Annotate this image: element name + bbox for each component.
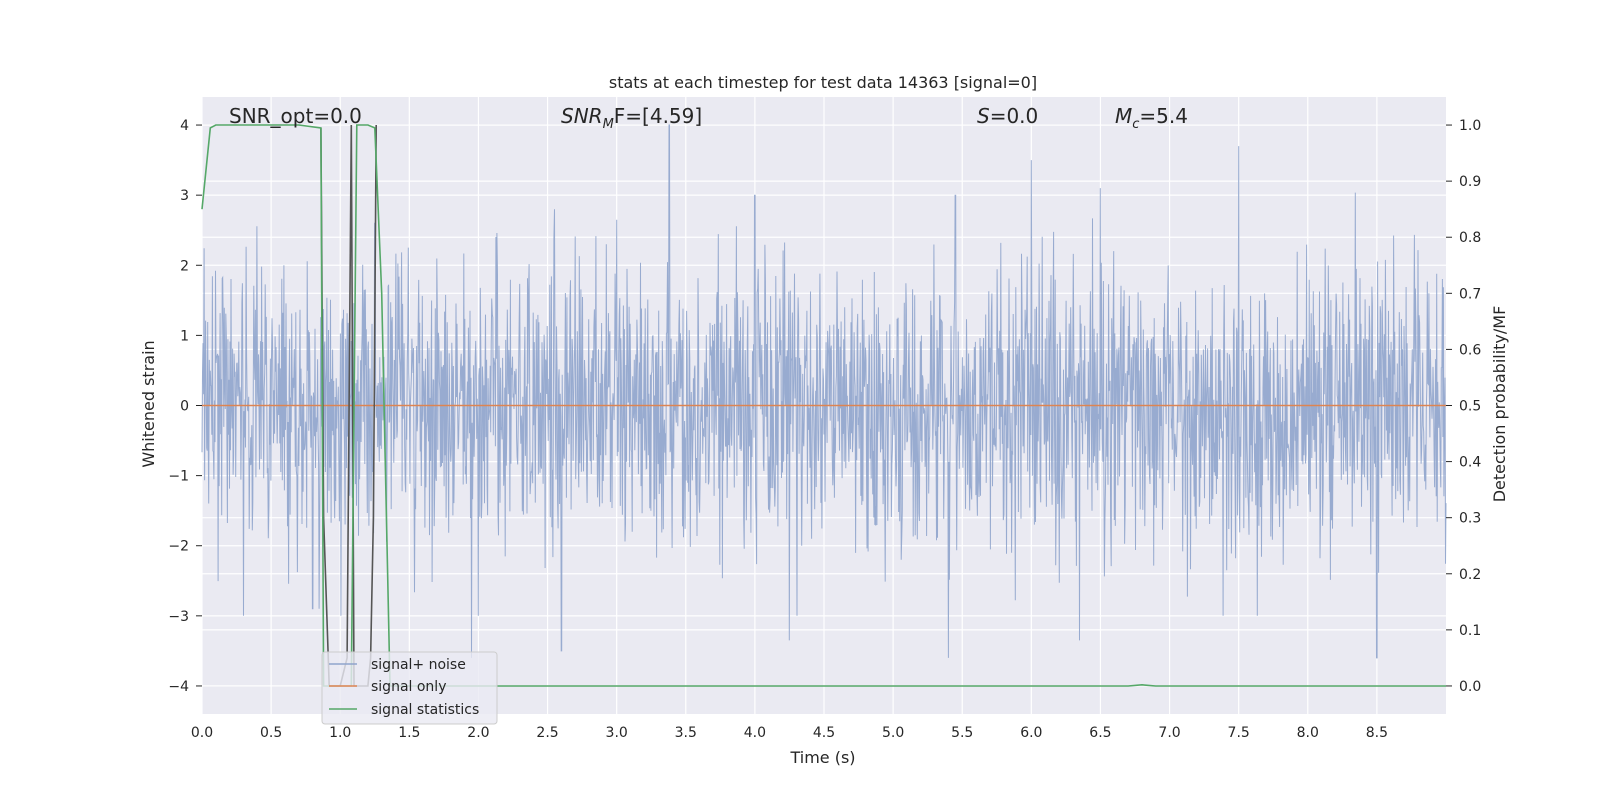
x-tick-label: 3.0 (606, 725, 628, 741)
annotation-snr-mf: SNRMF=[4.59] (561, 104, 702, 132)
y2-tick-label: 0.4 (1459, 455, 1481, 471)
annotation-snr-mf-main: SNR (561, 104, 603, 128)
legend-box (321, 651, 498, 725)
x-tick-label: 4.5 (813, 725, 835, 741)
x-tick-label: 7.5 (1228, 725, 1250, 741)
series-signal-noise (201, 124, 1447, 659)
annotation-snr-opt: SNR_opt=0.0 (229, 104, 362, 128)
x-tick-label: 1.5 (398, 725, 420, 741)
y2-axis-ticks: 0.0 0.1 0.2 0.3 0.4 0.5 0.6 0.7 0.8 0.9 1.0 (1446, 118, 1481, 695)
y-tick-label: 3 (180, 188, 189, 204)
y-tick-label: −4 (168, 679, 189, 695)
x-tick-label: 2.5 (536, 725, 558, 741)
annotation-mc: Mc=5.4 (1115, 104, 1188, 132)
legend-label-signal-noise: signal+ noise (371, 657, 466, 673)
x-tick-label: 5.5 (951, 725, 973, 741)
annotation-s: S=0.0 (977, 104, 1038, 128)
y2-tick-label: 0.1 (1459, 623, 1481, 639)
y-tick-label: 1 (180, 328, 189, 344)
line-signal-statistics (201, 124, 1446, 687)
y-axis-ticks: −4 −3 −2 −1 0 1 2 3 4 (168, 118, 202, 695)
annotation-snr-mf-sub: M (603, 117, 614, 132)
annotation-s-tail: =0.0 (990, 104, 1039, 128)
y2-tick-label: 0.8 (1459, 230, 1481, 246)
annotation-s-main: S (977, 104, 990, 128)
y2-tick-label: 0.0 (1459, 679, 1481, 695)
y2-tick-label: 0.6 (1459, 342, 1481, 358)
x-tick-label: 6.0 (1020, 725, 1042, 741)
x-tick-label: 8.5 (1366, 725, 1388, 741)
y2-axis-label: Detection probability/MF (1490, 306, 1509, 503)
y-tick-label: −2 (168, 539, 189, 555)
x-tick-label: 3.5 (675, 725, 697, 741)
annotation-snr-mf-tail: F=[4.59] (614, 104, 702, 128)
x-axis-label: Time (s) (789, 748, 855, 767)
legend: signal+ noise signal only signal statist… (321, 651, 498, 725)
legend-label-signal-statistics: signal statistics (371, 702, 479, 718)
annotation-mc-main: M (1115, 104, 1132, 128)
annotations: SNR_opt=0.0 SNRMF=[4.59] S=0.0 Mc=5.4 (229, 104, 1188, 132)
y2-tick-label: 0.2 (1459, 567, 1481, 583)
x-tick-label: 7.0 (1158, 725, 1180, 741)
y2-tick-label: 0.7 (1459, 286, 1481, 302)
y2-tick-label: 0.9 (1459, 174, 1481, 190)
annotation-mc-sub: c (1132, 117, 1139, 132)
y2-tick-label: 0.5 (1459, 399, 1481, 415)
y-tick-label: −3 (168, 609, 189, 625)
x-tick-label: 8.0 (1297, 725, 1319, 741)
x-tick-label: 5.0 (882, 725, 904, 741)
y-tick-label: −1 (168, 469, 189, 485)
annotation-mc-tail: =5.4 (1139, 104, 1188, 128)
y-tick-label: 4 (180, 118, 189, 134)
x-tick-label: 1.0 (329, 725, 351, 741)
x-tick-label: 2.0 (467, 725, 489, 741)
x-tick-label: 0.5 (260, 725, 282, 741)
chart-title: stats at each timestep for test data 143… (609, 73, 1037, 92)
y2-tick-label: 1.0 (1459, 118, 1481, 134)
y-tick-label: 0 (180, 399, 189, 415)
x-axis-ticks: 0.0 0.5 1.0 1.5 2.0 2.5 3.0 3.5 4.0 4.5 5.0 5.5 6.0 6… (191, 725, 1388, 741)
y-axis-label: Whitened strain (139, 340, 158, 467)
legend-label-signal-only: signal only (371, 679, 446, 695)
line-signal-noise (201, 124, 1447, 659)
y-tick-label: 2 (180, 258, 189, 274)
y2-tick-label: 0.3 (1459, 511, 1481, 527)
x-tick-label: 6.5 (1089, 725, 1111, 741)
x-tick-label: 0.0 (191, 725, 213, 741)
x-tick-label: 4.0 (744, 725, 766, 741)
